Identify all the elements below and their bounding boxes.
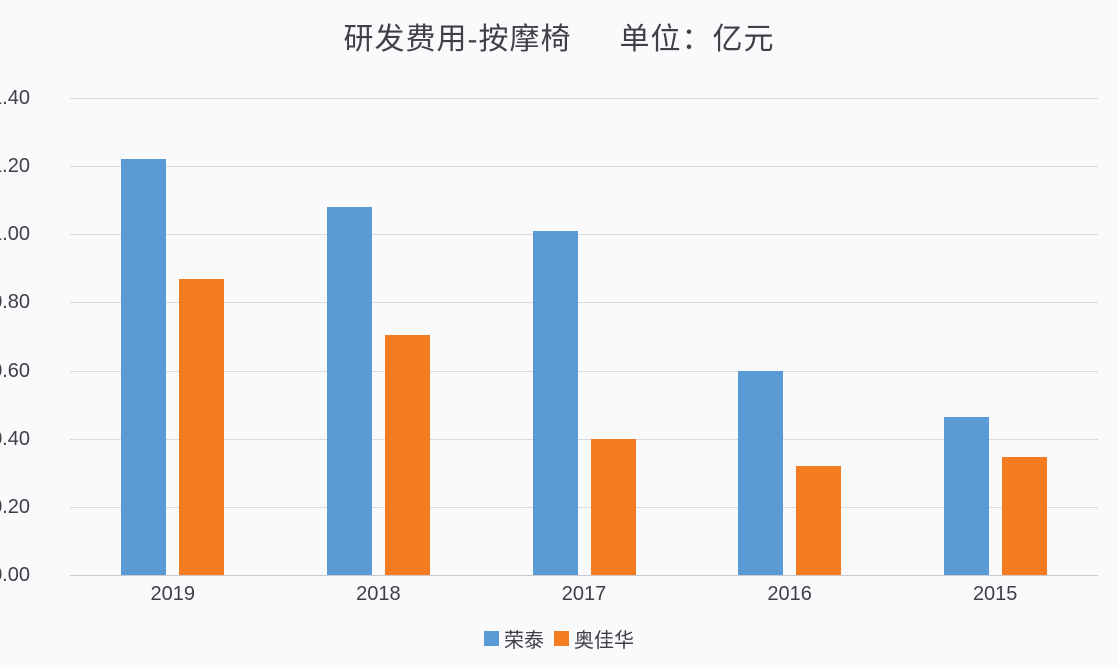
y-axis: 0.00 0.20 0.40 0.60 0.80 1.00 1.20 1.40 (0, 87, 1098, 586)
y-axis-tick-label: 0.20 (0, 495, 30, 518)
chart-title-unit: 单位：亿元 (619, 23, 775, 56)
bar-奥佳华-2015[interactable] (1001, 457, 1047, 575)
gridline (70, 98, 1098, 99)
gridline (70, 438, 1098, 440)
y-axis-tick-label: 1.20 (0, 155, 30, 178)
x-axis-tick-label-2015: 2015 (972, 583, 1018, 605)
gridline (70, 506, 1098, 508)
plot-area (70, 98, 1098, 576)
chart-legend: 荣泰 奥佳华 (0, 624, 1118, 653)
legend-label: 奥佳华 (574, 630, 634, 652)
y-axis-tick-label: 0.00 (0, 564, 30, 586)
x-axis-tick-label-2019: 2019 (150, 583, 196, 605)
legend-swatch-icon (554, 631, 569, 646)
gridline (70, 234, 1098, 236)
x-axis-tick-label-2016: 2016 (767, 583, 812, 605)
bar-奥佳华-2018[interactable] (384, 334, 430, 575)
legend-item-荣泰[interactable]: 荣泰 (484, 624, 544, 653)
x-axis-tick-label-2018: 2018 (356, 583, 401, 605)
chart-title: 研发费用-按摩椅 单位：亿元 (0, 14, 1118, 58)
bar-奥佳华-2019[interactable] (179, 278, 225, 575)
x-axis: 2019 2018 2017 2016 2015 (70, 583, 1098, 617)
gridline (70, 166, 1098, 168)
y-axis-tick-label: 1.00 (0, 223, 30, 246)
legend-item-奥佳华[interactable]: 奥佳华 (554, 624, 634, 653)
gridline (70, 302, 1098, 304)
y-axis-tick-label: 1.40 (0, 87, 30, 109)
chart-title-main: 研发费用-按摩椅 (343, 23, 572, 56)
bar-奥佳华-2016[interactable] (796, 465, 842, 575)
bar-荣泰-2017[interactable] (532, 230, 578, 575)
bar-荣泰-2015[interactable] (943, 416, 989, 575)
gridline (70, 370, 1098, 372)
bar-荣泰-2016[interactable] (738, 370, 784, 575)
bar-奥佳华-2017[interactable] (590, 438, 636, 575)
x-axis-tick-label-2017: 2017 (561, 583, 607, 605)
legend-label: 荣泰 (504, 630, 544, 652)
bars-layer (70, 98, 1098, 575)
y-axis-tick-label: 0.40 (0, 427, 30, 450)
legend-swatch-icon (484, 631, 499, 646)
bar-荣泰-2018[interactable] (326, 207, 372, 575)
gridline (70, 575, 1098, 576)
y-axis-tick-label: 0.60 (0, 359, 30, 382)
bar-荣泰-2019[interactable] (121, 159, 167, 575)
y-axis-tick-label: 0.80 (0, 291, 30, 314)
